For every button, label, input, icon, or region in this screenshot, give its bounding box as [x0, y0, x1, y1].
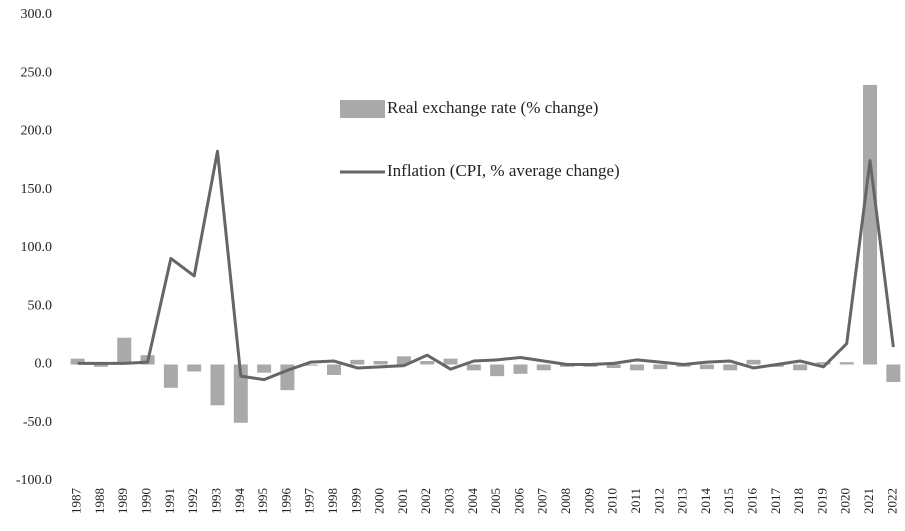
- bar: [187, 364, 202, 372]
- x-tick-label: 2010: [605, 488, 620, 514]
- legend-swatch: [340, 100, 385, 118]
- x-tick-label: 2022: [884, 488, 899, 514]
- x-tick-label: 2002: [418, 488, 433, 514]
- bar: [163, 364, 178, 388]
- x-tick-label: 1992: [185, 488, 200, 514]
- bar: [93, 364, 108, 367]
- bar: [350, 359, 365, 365]
- x-tick-label: 2016: [744, 488, 759, 515]
- x-tick-label: 2008: [558, 488, 573, 514]
- x-tick-label: 1996: [278, 488, 293, 515]
- x-tick-label: 1987: [69, 488, 84, 515]
- x-tick-label: 2017: [768, 488, 783, 515]
- bar: [303, 364, 318, 366]
- bar: [886, 364, 901, 382]
- x-tick-label: 1991: [162, 488, 177, 514]
- line: [77, 149, 895, 382]
- bar: [257, 364, 272, 373]
- bar: [373, 361, 388, 365]
- y-tick-label: 200.0: [21, 124, 53, 139]
- x-tick-label: 1988: [92, 488, 107, 514]
- x-tick-label: 1999: [348, 488, 363, 514]
- x-tick-label: 2018: [791, 488, 806, 514]
- bar: [699, 364, 714, 370]
- x-tick-label: 2000: [372, 488, 387, 514]
- bar: [70, 358, 85, 365]
- x-tick-label: 2003: [442, 488, 457, 514]
- bar: [396, 356, 411, 365]
- bar: [723, 364, 738, 371]
- y-tick-label: -100.0: [16, 473, 52, 488]
- bar: [746, 359, 761, 365]
- bar: [816, 362, 831, 365]
- x-tick-label: 2021: [861, 488, 876, 514]
- y-tick-label: 300.0: [21, 7, 53, 22]
- bar: [420, 361, 435, 365]
- x-tick-label: 2015: [721, 488, 736, 514]
- bar: [443, 358, 458, 365]
- x-tick-label: 1998: [325, 488, 340, 514]
- x-tick-label: 2006: [511, 488, 526, 515]
- x-tick-label: 2001: [395, 488, 410, 514]
- bar: [327, 364, 342, 375]
- bar: [839, 362, 854, 365]
- y-tick-label: 150.0: [21, 182, 53, 197]
- x-tick-label: 1997: [302, 488, 317, 515]
- x-tick-label: 1990: [139, 488, 154, 514]
- x-tick-label: 2007: [535, 488, 550, 515]
- bar: [629, 364, 644, 371]
- bar: [793, 364, 808, 371]
- legend-label: Real exchange rate (% change): [387, 98, 598, 117]
- bar: [210, 364, 225, 406]
- x-tick-label: 1995: [255, 488, 270, 514]
- y-tick-label: 100.0: [21, 240, 53, 255]
- bar: [466, 364, 481, 371]
- legend-label: Inflation (CPI, % average change): [387, 161, 620, 180]
- x-tick-label: 2020: [838, 488, 853, 514]
- bar: [536, 364, 551, 371]
- bar: [513, 364, 528, 374]
- x-tick-label: 2005: [488, 488, 503, 514]
- x-tick-label: 2019: [814, 488, 829, 514]
- x-tick-label: 2009: [581, 488, 596, 514]
- bar: [233, 364, 248, 423]
- bar: [863, 84, 878, 365]
- y-tick-label: 50.0: [28, 298, 53, 313]
- x-tick-label: 1994: [232, 488, 247, 515]
- bar: [490, 364, 505, 377]
- x-tick-label: 2014: [698, 488, 713, 515]
- x-tick-label: 2013: [675, 488, 690, 514]
- y-tick-label: -50.0: [23, 415, 52, 430]
- bar: [117, 337, 132, 365]
- y-tick-label: 0.0: [35, 357, 53, 372]
- bar: [606, 364, 621, 368]
- y-tick-label: 250.0: [21, 65, 53, 80]
- x-tick-label: 1993: [208, 488, 223, 514]
- x-tick-label: 1989: [115, 488, 130, 514]
- bar: [653, 364, 668, 370]
- x-tick-label: 2012: [651, 488, 666, 514]
- x-tick-label: 2011: [628, 488, 643, 514]
- x-tick-label: 2004: [465, 488, 480, 515]
